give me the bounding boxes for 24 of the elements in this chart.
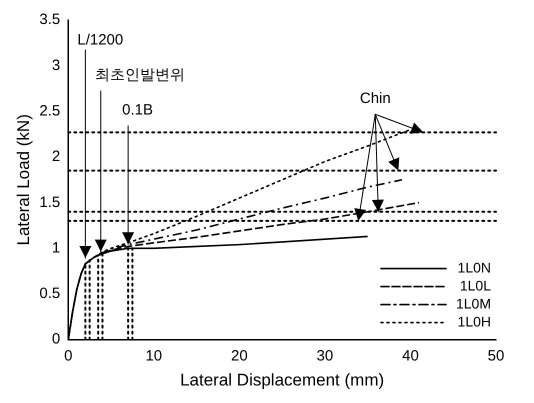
- x-axis-title: Lateral Displacement (mm): [180, 370, 384, 390]
- y-tick-label: 1: [52, 239, 60, 256]
- legend-label: 1L0L: [460, 277, 492, 294]
- legend-label: 1L0M: [456, 295, 491, 312]
- x-tick-label: 0: [64, 348, 72, 365]
- y-tick-label: 3: [52, 56, 60, 74]
- x-tick-label: 40: [402, 348, 419, 365]
- x-tick-label: 50: [488, 348, 504, 365]
- y-tick-label: 3.5: [39, 11, 60, 28]
- annotation: 최초인발변위: [94, 66, 185, 84]
- legend-label: 1L0H: [458, 313, 491, 330]
- y-tick-label: 2: [52, 148, 60, 166]
- annotation: L/1200: [77, 32, 124, 49]
- x-tick-label: 20: [231, 348, 248, 365]
- y-axis-title: Lateral Load (kN): [14, 114, 33, 246]
- x-tick-label: 30: [316, 348, 334, 365]
- y-tick-label: 1.5: [39, 194, 60, 211]
- y-tick-label: 2.5: [39, 102, 60, 120]
- y-tick-label: 0.5: [39, 285, 60, 302]
- x-tick-label: 10: [145, 348, 162, 365]
- annotation: 0.1B: [122, 102, 153, 119]
- y-tick-label: 0: [52, 330, 60, 348]
- annotation: Chin: [360, 90, 391, 107]
- legend-label: 1L0N: [458, 259, 491, 276]
